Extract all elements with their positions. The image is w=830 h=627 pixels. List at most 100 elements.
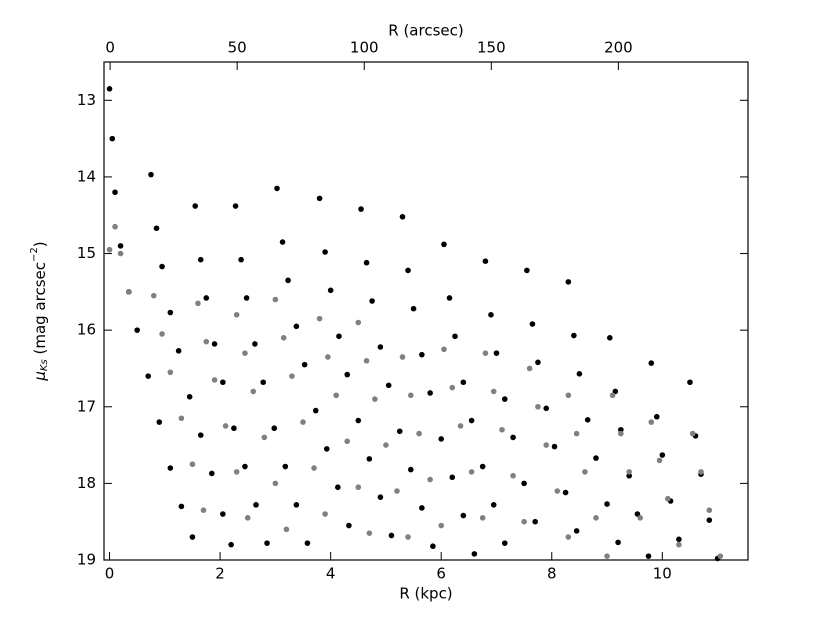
point [323, 446, 330, 452]
point [706, 517, 713, 523]
point [167, 465, 174, 471]
point [551, 443, 558, 450]
point [618, 430, 624, 437]
point [355, 484, 362, 491]
point [446, 295, 453, 301]
point [656, 457, 663, 464]
point [582, 469, 588, 475]
point [148, 171, 154, 178]
point [565, 534, 572, 540]
point [189, 461, 196, 468]
point [222, 423, 229, 429]
point [156, 419, 163, 425]
point [543, 442, 550, 448]
point [593, 515, 599, 521]
point [117, 243, 124, 249]
point [242, 463, 248, 470]
point [479, 515, 486, 521]
point [501, 396, 508, 402]
x-tick-label: 10 [653, 565, 672, 583]
point [220, 511, 226, 517]
point [322, 511, 328, 517]
point [112, 189, 118, 196]
x2-axis-label: R (arcsec) [388, 22, 463, 40]
point [106, 246, 113, 253]
point [532, 518, 538, 525]
point [438, 522, 445, 529]
point [189, 534, 196, 540]
point [253, 502, 259, 508]
point [698, 469, 704, 475]
point [659, 452, 666, 458]
point [626, 472, 632, 479]
point [407, 466, 414, 473]
point [535, 403, 541, 410]
point [282, 463, 289, 470]
point [203, 338, 210, 345]
point [645, 553, 652, 559]
point [468, 469, 475, 475]
point [543, 405, 550, 412]
point [167, 369, 174, 376]
point [211, 377, 218, 383]
point [499, 426, 505, 433]
point [405, 267, 411, 274]
x-axis-label: R (kpc) [399, 585, 452, 603]
y-tick-label: 19 [77, 551, 96, 569]
point [145, 373, 152, 379]
point [355, 319, 362, 326]
point [449, 384, 456, 391]
plot-frame [103, 61, 749, 561]
point [604, 501, 610, 507]
point [233, 469, 240, 475]
point [272, 480, 279, 487]
point [573, 528, 580, 534]
x2-tick-label: 100 [350, 39, 379, 57]
point [388, 532, 395, 539]
point [562, 489, 569, 496]
point [261, 434, 268, 441]
point [271, 425, 278, 432]
x2-tick-label: 200 [604, 39, 633, 57]
point [344, 371, 351, 378]
y-label-part: (mag arcsec [31, 262, 49, 359]
y-label-part: −2 [29, 247, 40, 262]
point [396, 428, 403, 435]
point [293, 502, 300, 508]
point [316, 195, 323, 202]
point [521, 518, 527, 525]
point [231, 425, 237, 432]
point [430, 543, 436, 550]
point [363, 259, 370, 266]
point [593, 455, 599, 461]
point [618, 426, 624, 433]
point [301, 361, 308, 368]
point [571, 332, 577, 339]
point [653, 413, 660, 420]
y-label-part: Ks [39, 359, 50, 371]
y-tick-label: 14 [77, 167, 96, 185]
point [178, 415, 185, 422]
point [322, 249, 328, 255]
point [220, 379, 226, 386]
point [449, 474, 456, 481]
point [279, 239, 286, 245]
point [243, 295, 250, 301]
point [372, 396, 378, 402]
point [405, 534, 411, 540]
point [565, 279, 572, 285]
point [717, 553, 724, 559]
point [327, 287, 334, 294]
point [250, 388, 257, 395]
point [510, 434, 516, 441]
point [175, 348, 182, 354]
point [109, 135, 116, 142]
point [460, 379, 467, 386]
point [304, 540, 311, 546]
point [521, 480, 527, 487]
point [510, 472, 516, 479]
point [399, 354, 406, 360]
point [419, 351, 425, 358]
point [452, 333, 458, 340]
point [399, 213, 406, 220]
